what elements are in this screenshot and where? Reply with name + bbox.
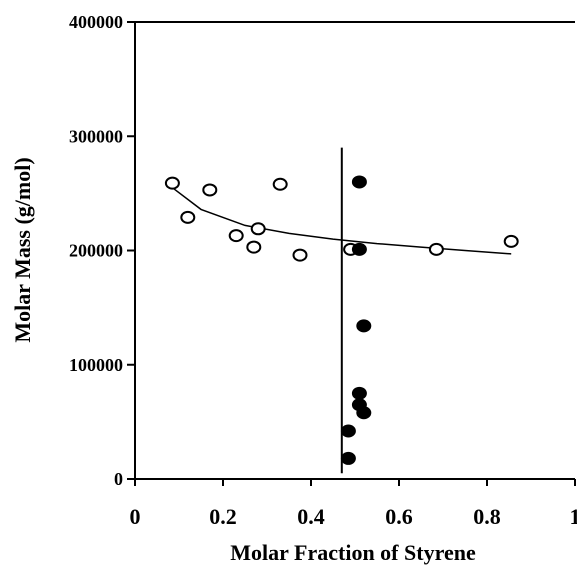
y-tick-label: 100000 [69, 355, 123, 375]
y-tick-label: 200000 [69, 241, 123, 261]
x-tick-label: 0 [130, 504, 141, 529]
filled-data-point [340, 424, 356, 438]
open-data-point [272, 177, 288, 191]
open-data-point [180, 210, 196, 224]
x-tick-label: 0.4 [297, 504, 325, 529]
y-tick-label: 400000 [69, 12, 123, 32]
trend-curve [171, 187, 512, 255]
open-data-point [228, 229, 244, 243]
filled-data-point [351, 175, 367, 189]
filled-data-point [340, 451, 356, 465]
open-data-point [202, 183, 218, 197]
open-data-point [503, 234, 519, 248]
open-data-point [428, 242, 444, 256]
filled-data-point [351, 242, 367, 256]
x-tick-label: 1 [570, 504, 577, 529]
y-tick-label: 300000 [69, 126, 123, 146]
y-ticks: 0 100000 200000 300000 400000 [69, 12, 135, 489]
y-tick-label: 0 [114, 469, 123, 489]
x-tick-label: 0.6 [385, 504, 413, 529]
x-axis-label: Molar Fraction of Styrene [230, 540, 476, 565]
x-ticks: 0 0.2 0.4 0.6 0.8 1 [130, 479, 577, 529]
open-data-point [292, 248, 308, 262]
open-data-point [246, 240, 262, 254]
reference-lines [171, 147, 512, 474]
data-points [164, 175, 519, 465]
y-axis-label: Molar Mass (g/mol) [10, 157, 35, 342]
filled-data-point [356, 319, 372, 333]
filled-data-point [356, 406, 372, 420]
open-data-point [250, 222, 266, 236]
open-data-point [164, 176, 180, 190]
x-tick-label: 0.2 [209, 504, 237, 529]
x-tick-label: 0.8 [473, 504, 501, 529]
filled-data-point [351, 386, 367, 400]
